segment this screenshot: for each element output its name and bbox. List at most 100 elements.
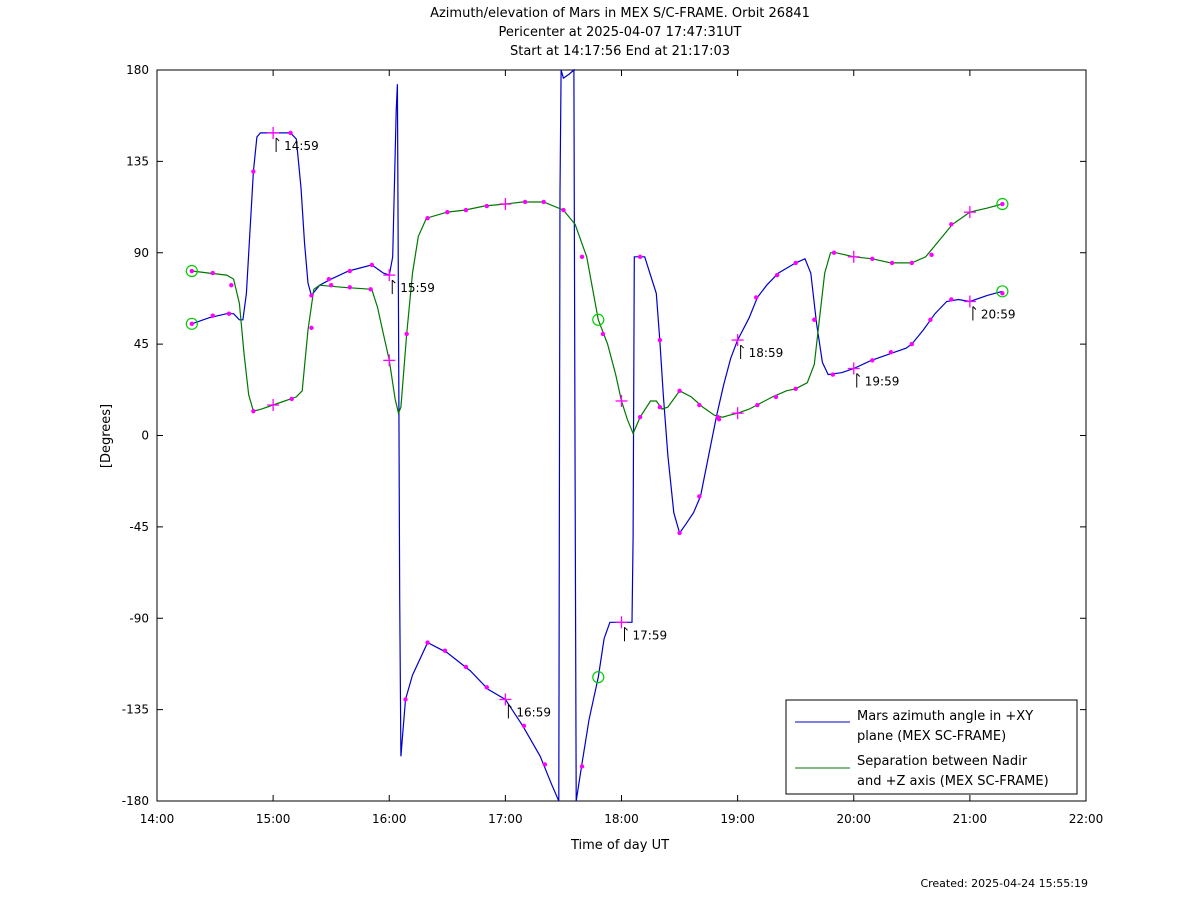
x-tick-label: 19:00 [720,812,755,826]
separation-marker-point [579,254,585,260]
azimuth-marker-point [521,723,527,729]
separation-marker-point [328,283,334,288]
azimuth-marker-point [251,169,256,174]
y-tick-label: -90 [129,611,149,625]
x-tick-label: 17:00 [488,812,523,826]
separation-marker-point [889,260,895,266]
azimuth-marker-point [579,764,585,769]
separation-start-end-circle [592,313,605,326]
separation-marker-point [309,325,314,331]
separation-marker-point [522,199,528,205]
chart-title-line-3: Start at 14:17:56 End at 21:17:03 [510,44,730,59]
separation-marker-point [189,268,195,274]
chart-title-line-2: Pericenter at 2025-04-07 17:47:31UT [498,25,741,40]
azimuth-marker-point [542,762,548,767]
annotation-time-label: 15:59 [400,281,435,295]
separation-marker-point [637,415,643,420]
y-tick-label: -135 [122,703,149,717]
azimuth-marker-point [369,262,375,268]
annotation-time-label: 19:59 [865,374,900,388]
created-timestamp: Created: 2025-04-24 15:55:19 [920,877,1088,890]
y-tick-label: 45 [134,337,149,351]
annotation-arrow-head [275,137,280,142]
separation-marker-point [831,250,837,255]
azimuth-marker-point [484,685,489,690]
azimuth-marker-point [1000,291,1005,296]
annotation-arrow-head [972,306,977,310]
azimuth-marker-point [288,130,293,136]
separation-start-end-circle [185,264,198,278]
separation-series-line [191,201,1003,436]
separation-marker-point [251,408,256,414]
separation-marker-point [600,331,606,337]
separation-marker-point [445,209,450,215]
x-tick-label: 16:00 [372,812,407,826]
annotation-arrow-head [624,626,628,631]
azimuth-marker-point [463,664,469,670]
separation-marker-point [929,252,934,257]
separation-marker-point [773,394,779,400]
x-tick-label: 14:00 [140,812,175,826]
separation-marker-point [677,388,682,394]
azimuth-marker-point [403,697,408,702]
x-tick-label: 18:00 [604,812,639,826]
separation-marker-point [404,331,409,337]
separation-marker-point [425,216,430,221]
y-tick-label: 90 [134,246,149,260]
azimuth-marker-point [949,297,954,302]
annotation-arrow-head [740,344,744,349]
azimuth-marker-point [928,317,933,322]
separation-marker-point [870,256,875,262]
y-tick-label: -45 [129,520,149,534]
separation-marker-point [812,317,817,322]
azimuth-marker-point [830,372,836,377]
separation-marker-point [229,283,234,288]
azimuth-series-line [191,68,1003,802]
plot-area: 14:00 15:00 16:00 17:00 18:00 19:00 20:00 21:00… [122,63,1104,826]
separation-marker-point [541,199,546,205]
azimuth-marker-point [442,648,448,653]
separation-marker-point [484,203,489,209]
x-tick-label: 15:00 [256,812,291,826]
annotation-arrow-head [856,373,861,377]
separation-marker-point [657,404,663,410]
azimuth-start-end-circle [185,317,198,330]
annotation-arrow-head [508,704,512,708]
separation-marker-point [793,386,798,391]
azimuth-marker-point [870,358,875,363]
azimuth-marker-point [226,311,232,316]
annotation-time-label: 17:59 [633,628,668,642]
separation-marker-point [715,415,721,420]
chart-title-line-1: Azimuth/elevation of Mars in MEX S/C-FRA… [430,6,810,21]
azimuth-marker-point [888,350,894,355]
separation-marker-point [347,285,352,290]
azimuth-marker-point [637,254,643,260]
separation-marker-point [755,402,760,408]
separation-marker-point [289,396,294,402]
azimuth-marker-point [210,313,215,318]
annotation-time-label: 20:59 [981,307,1016,321]
azimuth-marker-point [909,341,915,347]
separation-marker-point [210,270,215,276]
azimuth-marker-point [793,260,798,266]
x-axis-label: Time of day UT [570,838,669,853]
legend-label-separation-1: Separation between Nadir [857,754,1028,769]
annotation-time-label: 16:59 [516,705,551,719]
annotation-arrow-head [391,279,396,284]
separation-marker-point [1000,201,1005,207]
legend-label-separation-2: and +Z axis (MEX SC-FRAME) [857,774,1049,789]
x-tick-label: 22:00 [1069,812,1104,826]
azimuth-marker-point [425,640,430,645]
plot-frame [156,69,1087,802]
azimuth-start-end-circle [996,285,1009,298]
azimuth-marker-point [774,272,780,278]
azimuth-marker-point [309,293,314,298]
x-tick-label: 20:00 [836,812,871,826]
y-tick-label: 180 [126,63,149,77]
annotation-time-label: 14:59 [284,139,319,153]
azimuth-start-end-circle [592,671,605,684]
legend: Mars azimuth angle in +XY plane (MEX SC-… [785,699,1078,795]
separation-marker-point [561,207,566,213]
azimuth-marker-point [657,337,663,343]
